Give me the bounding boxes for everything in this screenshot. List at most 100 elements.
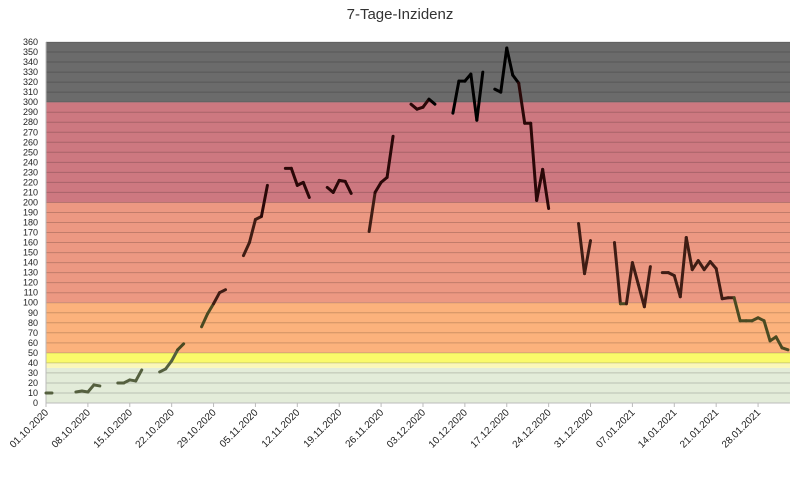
y-tick-label: 30	[28, 368, 38, 378]
x-tick-label: 05.11.2020	[218, 407, 261, 450]
line-segment	[499, 46, 509, 94]
y-tick-label: 260	[23, 137, 38, 147]
y-tick-label: 140	[23, 258, 38, 268]
y-tick-label: 310	[23, 87, 38, 97]
line-segment	[577, 222, 587, 276]
line-segment	[642, 265, 652, 309]
y-tick-label: 240	[23, 157, 38, 167]
x-tick-label: 28.01.2021	[720, 407, 763, 450]
line-segment	[385, 134, 395, 179]
y-tick-label: 280	[23, 117, 38, 127]
line-segment	[170, 348, 180, 363]
y-tick-label: 60	[28, 338, 38, 348]
y-tick-label: 350	[23, 47, 38, 57]
x-tick-label: 29.10.2020	[175, 407, 218, 450]
y-tick-label: 250	[23, 147, 38, 157]
y-axis: 0102030405060708090100110120130140150160…	[23, 37, 38, 408]
line-segment	[343, 179, 353, 195]
line-segment	[690, 259, 700, 272]
y-tick-label: 20	[28, 378, 38, 388]
line-segment	[218, 288, 228, 295]
line-segment	[762, 319, 772, 343]
x-tick-label: 21.01.2021	[678, 407, 721, 450]
line-segment	[583, 239, 593, 276]
line-segment	[702, 260, 712, 272]
line-segment	[469, 72, 479, 122]
line-segment	[373, 180, 383, 194]
x-tick-label: 31.12.2020	[552, 407, 595, 450]
band-200-300	[46, 102, 790, 203]
line-segment	[200, 312, 210, 329]
y-tick-label: 340	[23, 57, 38, 67]
line-segment	[517, 81, 527, 125]
y-tick-label: 200	[23, 197, 38, 207]
x-axis: 01.10.202008.10.202015.10.202022.10.2020…	[8, 403, 763, 451]
line-segment	[134, 368, 144, 383]
line-segment	[86, 383, 96, 394]
y-tick-label: 180	[23, 218, 38, 228]
band-300-360	[46, 42, 790, 103]
line-segment	[678, 236, 688, 299]
line-segment	[176, 342, 186, 352]
line-segment	[206, 302, 216, 316]
band-35-40	[46, 362, 790, 368]
gridlines	[45, 41, 790, 404]
line-segment	[714, 267, 724, 301]
y-tick-label: 70	[28, 328, 38, 338]
line-segment	[331, 178, 341, 194]
x-tick-label: 10.12.2020	[427, 407, 470, 450]
x-tick-label: 12.11.2020	[260, 407, 303, 450]
line-segment	[708, 260, 718, 271]
line-segment	[630, 261, 640, 287]
band-0-35	[46, 367, 790, 403]
line-segment	[535, 167, 545, 202]
y-tick-label: 40	[28, 358, 38, 368]
line-segment	[774, 335, 784, 350]
x-tick-label: 19.11.2020	[302, 407, 345, 450]
line-segment	[511, 73, 521, 85]
line-segment	[636, 283, 646, 309]
y-tick-label: 220	[23, 177, 38, 187]
y-tick-label: 150	[23, 248, 38, 258]
band-40-50	[46, 352, 790, 363]
y-tick-label: 300	[23, 97, 38, 107]
y-tick-label: 90	[28, 308, 38, 318]
y-tick-label: 110	[24, 288, 38, 298]
chart-title: 7-Tage-Inzidenz	[346, 6, 454, 23]
y-tick-label: 330	[23, 67, 38, 77]
x-tick-label: 07.01.2021	[594, 407, 637, 450]
band-50-100	[46, 302, 790, 353]
line-segment	[541, 167, 551, 210]
x-tick-label: 15.10.2020	[92, 407, 135, 450]
x-tick-label: 14.01.2021	[636, 407, 679, 450]
y-tick-label: 120	[23, 278, 38, 288]
y-tick-label: 230	[23, 167, 38, 177]
x-tick-label: 22.10.2020	[134, 407, 177, 450]
y-tick-label: 160	[23, 238, 38, 248]
y-tick-label: 360	[23, 37, 38, 47]
line-segment	[684, 236, 694, 272]
line-segment	[475, 70, 485, 122]
y-tick-label: 170	[23, 228, 38, 238]
line-segment	[732, 296, 742, 323]
line-segment	[367, 190, 377, 234]
line-segment	[780, 346, 790, 352]
line-segment	[164, 359, 174, 371]
y-tick-label: 80	[28, 318, 38, 328]
y-tick-label: 50	[28, 348, 38, 358]
y-tick-label: 320	[23, 77, 38, 87]
line-segment	[241, 241, 251, 258]
band-100-200	[46, 202, 790, 303]
y-tick-label: 10	[28, 388, 38, 398]
line-segment	[289, 166, 299, 187]
line-segment	[421, 97, 431, 109]
line-segment	[451, 79, 461, 115]
y-tick-label: 100	[23, 298, 38, 308]
incidence-line	[44, 46, 790, 395]
line-segment	[612, 241, 622, 306]
x-tick-label: 26.11.2020	[344, 407, 387, 450]
line-segment	[247, 217, 257, 245]
x-tick-label: 24.12.2020	[511, 407, 554, 450]
line-segment	[259, 183, 269, 218]
